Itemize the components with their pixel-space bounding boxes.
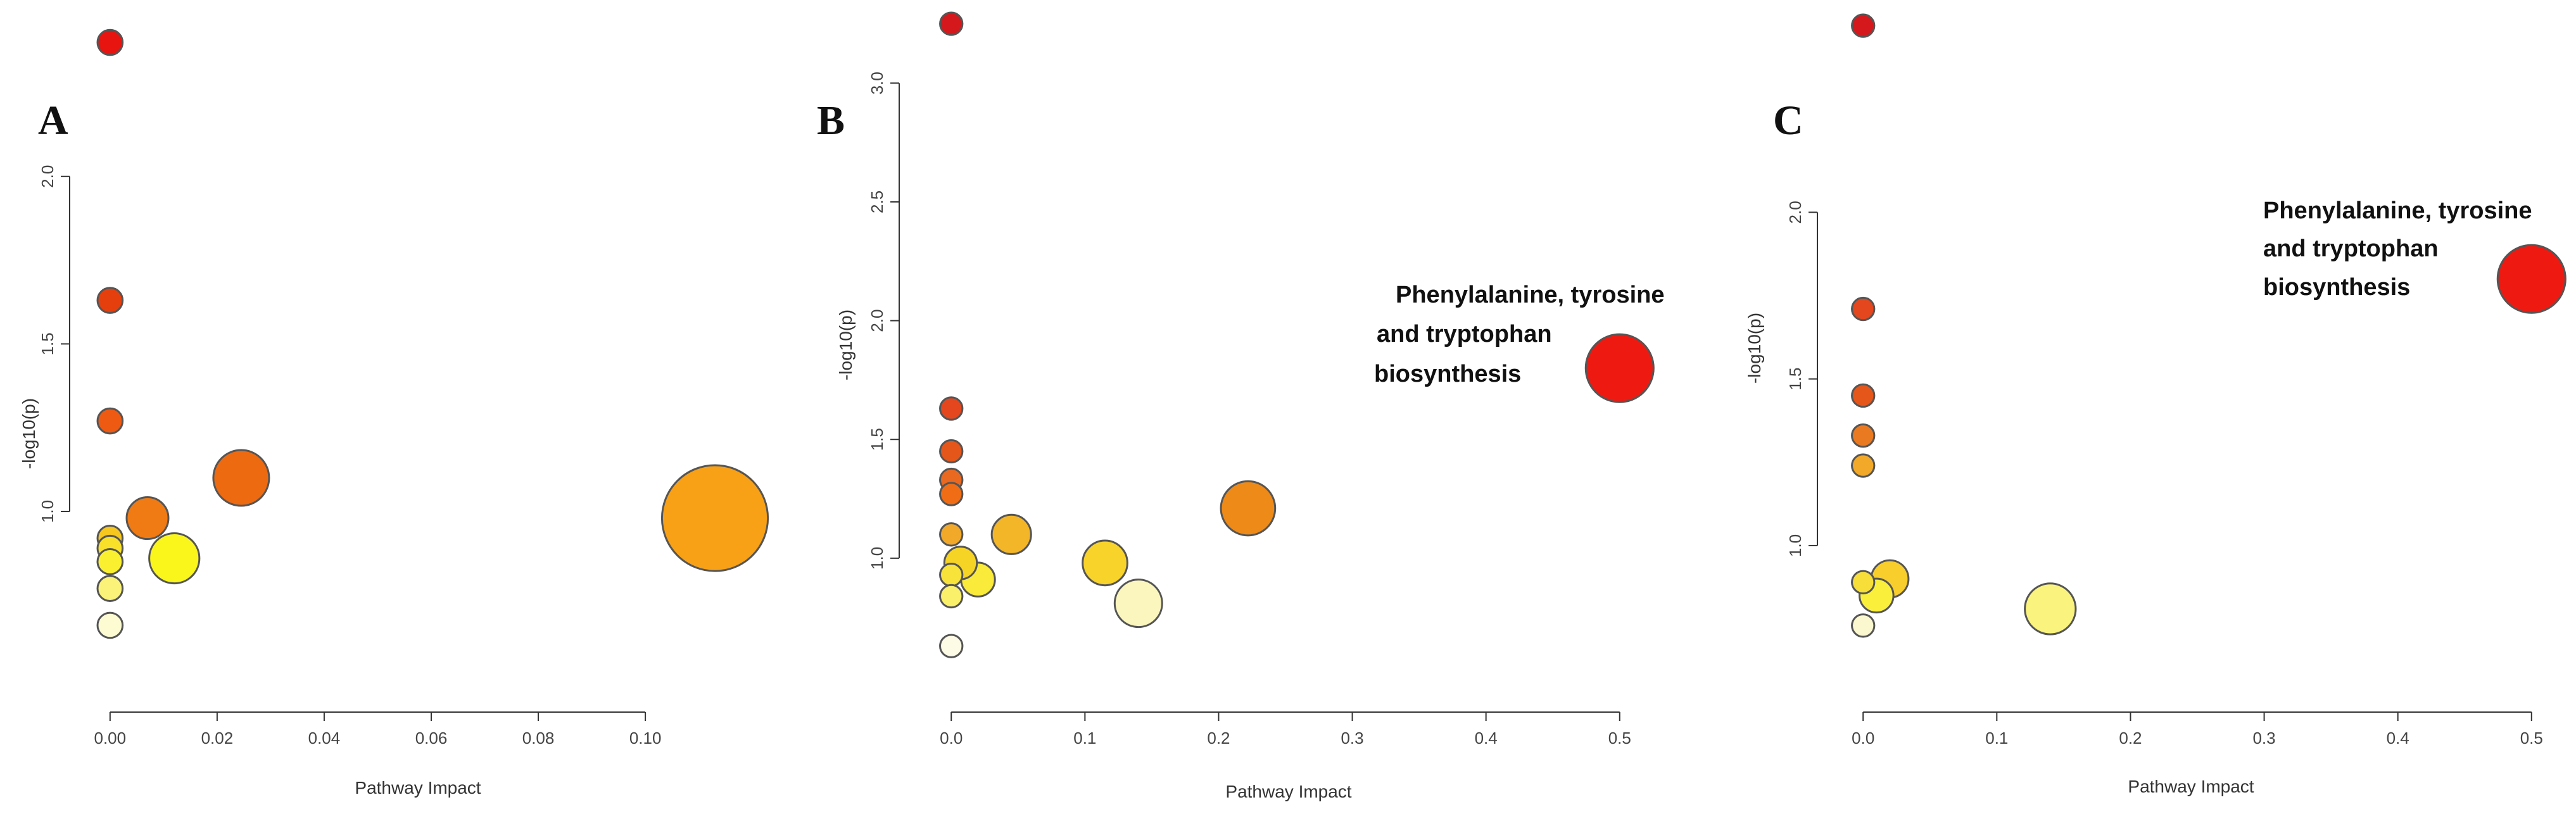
panel-c-point-9 (2024, 582, 2077, 636)
panel-a-point-5 (96, 548, 124, 575)
panel-c-x-tick-label: 0.2 (2119, 729, 2142, 748)
panel-c-axes: 1.0 1.5 2.0 0.0 0.1 0.2 0.3 0.4 0.5 (1786, 201, 2543, 748)
panel-b-point-13 (1113, 579, 1163, 629)
panel-c-points (1851, 13, 2567, 638)
panel-b-point-11 (990, 513, 1032, 555)
panel-c-annotation-line-1: Phenylalanine, tyrosine (2263, 197, 2532, 224)
panel-b-point-0 (939, 11, 964, 36)
panel-a-point-2 (96, 407, 124, 435)
panel-c-x-tick-label: 0.5 (2520, 729, 2543, 748)
panel-a-ylabel: -log10(p) (19, 398, 39, 469)
panel-c-ylabel: -log10(p) (1745, 313, 1764, 384)
panel-a-point-10 (212, 449, 270, 507)
panel-a-x-tick-label: 0.02 (201, 729, 234, 748)
panel-a-point-8 (125, 496, 170, 541)
panel-a-xlabel: Pathway Impact (355, 778, 481, 798)
panel-b-annotation-line-3: biosynthesis (1374, 361, 1521, 387)
panel-letter-b: B (817, 97, 845, 144)
panel-letter-a: A (38, 97, 68, 144)
panel-c-annotation-line-3: biosynthesis (2263, 274, 2410, 301)
panel-c: C 1.0 1.5 2.0 0.0 0.1 0.2 0.3 0.4 0.5 Phenylalan… (1745, 13, 2567, 796)
panel-b-ylabel: -log10(p) (836, 310, 856, 380)
panel-a-x-tick-label: 0.08 (522, 729, 555, 748)
panel-b-y-tick-label: 2.5 (868, 191, 887, 213)
panel-a-y-tick-label: 2.0 (38, 165, 57, 188)
panel-b-x-tick-label: 0.4 (1475, 729, 1498, 748)
panel-c-point-3 (1851, 423, 1876, 448)
panel-b-point-6 (939, 562, 964, 587)
panel-c-y-tick-label: 1.0 (1786, 534, 1805, 557)
panel-b-axes: 1.0 1.5 2.0 2.5 3.0 0.0 0.1 0.2 0.3 0.4 0.5 (868, 72, 1631, 748)
panel-a-point-7 (96, 611, 124, 639)
panel-c-point-0 (1851, 13, 1876, 38)
panel-b-point-15 (1584, 333, 1655, 403)
panel-b-y-tick-label: 3.0 (868, 72, 887, 94)
panel-b: B 1.0 1.5 2.0 2.5 3.0 0.0 0.1 0.2 0.3 0.4 0.5 Phen… (817, 11, 1664, 801)
panel-a-point-1 (96, 287, 124, 314)
panel-b-point-5 (939, 522, 964, 547)
panel-c-x-tick-label: 0.0 (1852, 729, 1874, 748)
panel-b-x-tick-label: 0.0 (940, 729, 963, 748)
panel-c-x-tick-label: 0.4 (2387, 729, 2409, 748)
panel-b-point-7 (939, 584, 964, 609)
panel-a-point-0 (96, 28, 124, 56)
panel-c-y-tick-label: 2.0 (1786, 201, 1805, 223)
panel-a: A 1.0 1.5 2.0 0.00 0.02 0.04 0.06 0.08 0.10 Path… (19, 28, 769, 798)
panel-c-point-10 (2496, 244, 2567, 314)
panel-b-x-tick-label: 0.5 (1608, 729, 1631, 748)
panel-a-x-tick-label: 0.00 (94, 729, 127, 748)
panel-b-point-1 (939, 396, 964, 421)
panel-a-y-tick-label: 1.0 (38, 500, 57, 523)
panel-a-x-tick-label: 0.06 (415, 729, 448, 748)
panel-b-x-tick-label: 0.3 (1341, 729, 1363, 748)
panel-b-point-2 (939, 439, 964, 464)
panel-c-y-tick-label: 1.5 (1786, 368, 1805, 391)
panel-a-x-tick-label: 0.04 (308, 729, 341, 748)
panel-b-y-tick-label: 1.5 (868, 428, 887, 451)
panel-c-point-5 (1851, 570, 1876, 595)
panel-c-annotation-line-2: and tryptophan (2263, 235, 2439, 262)
panel-b-points (939, 11, 1655, 658)
panel-b-point-8 (939, 634, 964, 658)
panel-a-points (96, 28, 769, 639)
panel-b-y-tick-label: 2.0 (868, 310, 887, 332)
panel-c-point-2 (1851, 383, 1876, 408)
panel-a-point-9 (148, 532, 201, 585)
panel-letter-c: C (1773, 97, 1803, 144)
panel-b-annotation-line-2: and tryptophan (1377, 321, 1552, 348)
panel-c-x-tick-label: 0.1 (1985, 729, 2008, 748)
panel-b-point-12 (1082, 539, 1128, 587)
panel-c-xlabel: Pathway Impact (2128, 777, 2254, 796)
panel-a-x-tick-label: 0.10 (629, 729, 662, 748)
panel-b-x-tick-label: 0.2 (1207, 729, 1230, 748)
panel-b-point-4 (939, 482, 964, 506)
panel-c-point-1 (1851, 296, 1876, 322)
panel-a-point-6 (96, 575, 124, 602)
panel-c-x-tick-label: 0.3 (2252, 729, 2275, 748)
panel-b-point-14 (1220, 480, 1277, 537)
panel-a-y-tick-label: 1.5 (38, 332, 57, 355)
panel-b-annotation-line-1: Phenylalanine, tyrosine (1396, 282, 1664, 308)
panel-b-x-tick-label: 0.1 (1073, 729, 1096, 748)
panel-b-y-tick-label: 1.0 (868, 547, 887, 570)
panel-c-point-6 (1851, 613, 1876, 638)
panel-a-axes: 1.0 1.5 2.0 0.00 0.02 0.04 0.06 0.08 0.10 (38, 165, 661, 748)
panel-c-point-4 (1851, 453, 1876, 478)
panel-b-xlabel: Pathway Impact (1225, 782, 1351, 801)
panel-a-point-11 (660, 464, 769, 572)
